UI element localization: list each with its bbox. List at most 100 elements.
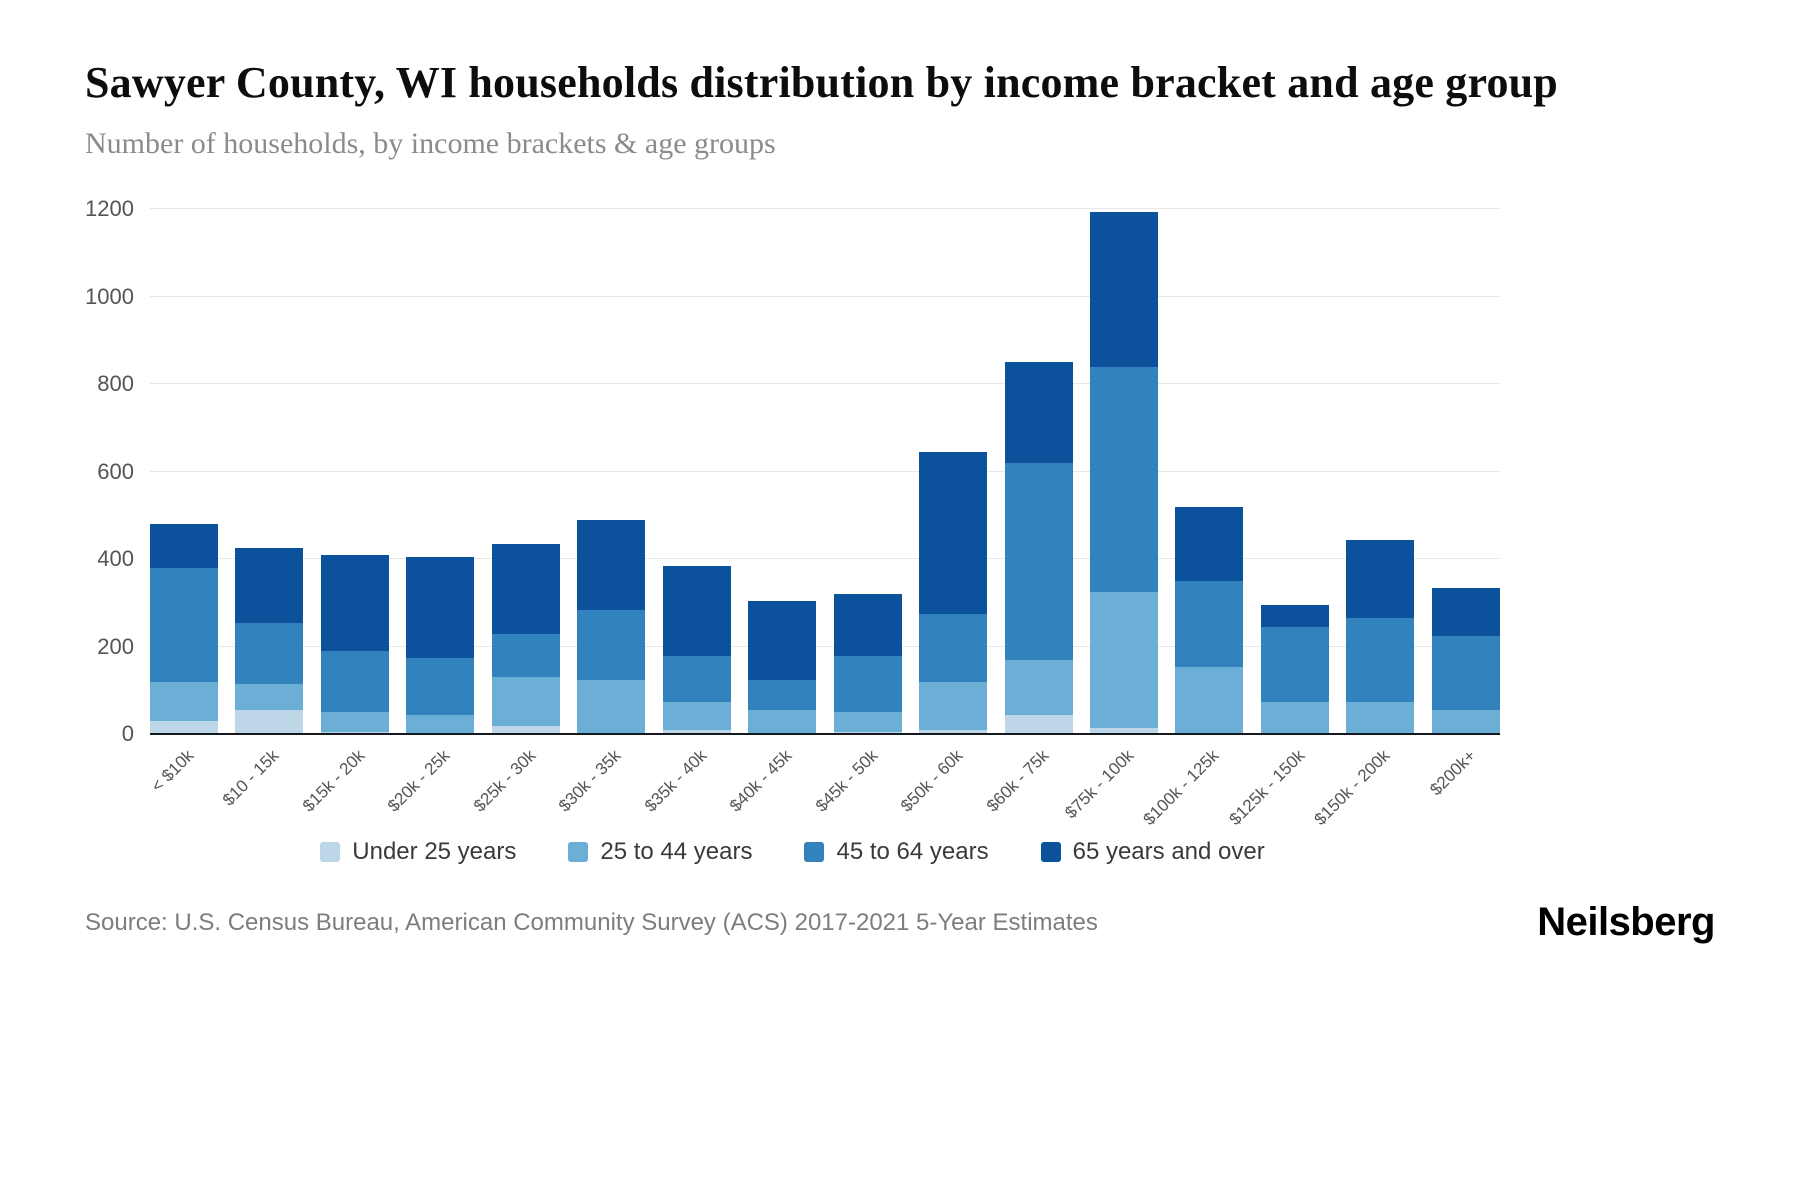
bar-segment-45-to-64-years (1346, 618, 1415, 702)
bar-segment-45-to-64-years (235, 622, 304, 684)
bar-segment-under-25-years (320, 732, 389, 735)
y-tick-label: 400 (97, 546, 134, 572)
neilsberg-logo: Neilsberg (1537, 900, 1715, 945)
gridline (150, 470, 1500, 472)
y-tick-label: 1000 (85, 283, 134, 309)
legend: Under 25 years 25 to 44 years 45 to 64 yea… (85, 838, 1500, 866)
bar-125k-150k (1260, 209, 1329, 735)
x-axis-line (150, 733, 1500, 736)
gridline (150, 383, 1500, 385)
bar-segment-under-25-years (662, 729, 731, 735)
bar-segment-65-years-and-over (406, 557, 475, 658)
bar-30k-35k (577, 209, 646, 735)
bar-segment-25-to-44-years (919, 681, 988, 730)
legend-swatch (804, 842, 825, 863)
bar-segment-25-to-44-years (1004, 659, 1073, 715)
bar-segment-65-years-and-over (1089, 211, 1158, 367)
bar-segment-25-to-44-years (235, 684, 304, 711)
bar-segment-25-to-44-years (748, 710, 817, 735)
bar-segment-45-to-64-years (491, 633, 560, 678)
legend-label: 25 to 44 years (600, 838, 753, 866)
x-tick-label: $30k - 35k (554, 746, 625, 816)
bar-segment-25-to-44-years (833, 712, 902, 733)
page-title: Sawyer County, WI households distributio… (85, 58, 1558, 107)
bar-segment-25-to-44-years (662, 701, 731, 730)
y-tick-label: 0 (121, 721, 134, 747)
bar-segment-45-to-64-years (1260, 627, 1329, 702)
bar-segment-65-years-and-over (235, 548, 304, 623)
bar-10k (150, 209, 218, 735)
y-tick-label: 800 (97, 371, 134, 397)
x-tick-label: $35k - 40k (640, 746, 711, 816)
bar-segment-under-25-years (1089, 727, 1158, 735)
gridline (150, 208, 1500, 210)
gridline (150, 558, 1500, 560)
bar-75k-100k (1089, 209, 1158, 735)
y-tick-label: 1200 (85, 196, 134, 222)
bar-segment-65-years-and-over (150, 524, 218, 569)
bar-10-15k (235, 209, 304, 735)
bar-150k-200k (1346, 209, 1415, 735)
plot-area (150, 209, 1500, 735)
x-tick-label: $10 - 15k (218, 746, 283, 810)
bar-segment-under-25-years (1004, 714, 1073, 735)
bar-segment-45-to-64-years (320, 651, 389, 713)
bar-segment-65-years-and-over (491, 544, 560, 634)
x-tick-label: $100k - 125k (1139, 746, 1223, 830)
bar-segment-25-to-44-years (1089, 592, 1158, 728)
legend-item-65-years-and-over[interactable]: 65 years and over (1040, 838, 1265, 866)
bar-segment-45-to-64-years (577, 609, 646, 680)
legend-swatch (320, 842, 341, 863)
bar-segment-25-to-44-years (406, 714, 475, 735)
bar-segment-under-25-years (491, 725, 560, 735)
bar-segment-under-25-years (150, 721, 218, 735)
x-tick-label: $60k - 75k (982, 746, 1053, 816)
bar-100k-125k (1175, 209, 1244, 735)
bar-segment-45-to-64-years (406, 657, 475, 715)
bar-segment-45-to-64-years (150, 568, 218, 682)
gridline (150, 295, 1500, 297)
legend-label: Under 25 years (352, 838, 517, 866)
legend-item-45-to-64-years[interactable]: 45 to 64 years (804, 838, 989, 866)
chart: 0 200 400 600 800 1000 1200 (85, 196, 1715, 746)
bar-segment-45-to-64-years (748, 679, 817, 711)
y-axis: 0 200 400 600 800 1000 1200 (85, 196, 150, 746)
y-tick-label: 600 (97, 458, 134, 484)
bar-segment-65-years-and-over (1260, 605, 1329, 628)
legend-item-under-25-years[interactable]: Under 25 years (320, 838, 516, 866)
bar-segment-25-to-44-years (1260, 701, 1329, 735)
x-axis-labels: < $10k $10 - 15k $15k - 20k $20k - 25k $25k … (148, 734, 1500, 836)
gridline (150, 645, 1500, 647)
bar-segment-under-25-years (833, 732, 902, 735)
x-tick-label: $20k - 25k (383, 746, 454, 816)
bar-20k-25k (406, 209, 475, 735)
legend-swatch (1040, 842, 1061, 863)
bar-40k-45k (748, 209, 817, 735)
x-tick-label: $40k - 45k (725, 746, 796, 816)
bar-60k-75k (1004, 209, 1073, 735)
x-tick-label: $200k+ (1426, 746, 1480, 800)
legend-label: 45 to 64 years (836, 838, 989, 866)
x-tick-label: $15k - 20k (298, 746, 369, 816)
bar-segment-25-to-44-years (1346, 701, 1415, 735)
bar-segment-65-years-and-over (1175, 506, 1244, 582)
bar-segment-25-to-44-years (491, 677, 560, 726)
bar-segment-45-to-64-years (919, 614, 988, 682)
legend-label: 65 years and over (1072, 838, 1265, 866)
bar-50k-60k (919, 209, 988, 735)
legend-item-25-to-44-years[interactable]: 25 to 44 years (568, 838, 752, 866)
bar-segment-65-years-and-over (1004, 362, 1073, 464)
bar-segment-65-years-and-over (919, 452, 988, 614)
bar-segment-45-to-64-years (1089, 366, 1158, 593)
bar-segment-65-years-and-over (320, 554, 389, 652)
bar-segment-65-years-and-over (748, 600, 817, 680)
bar-segment-65-years-and-over (577, 519, 646, 610)
bar-segment-65-years-and-over (1431, 587, 1500, 636)
bar-45k-50k (833, 209, 902, 735)
bar-segment-25-to-44-years (577, 679, 646, 735)
source-text: Source: U.S. Census Bureau, American Com… (85, 908, 1098, 936)
bar-segment-45-to-64-years (833, 655, 902, 713)
bar-200k (1431, 209, 1500, 735)
bar-segment-65-years-and-over (833, 594, 902, 656)
